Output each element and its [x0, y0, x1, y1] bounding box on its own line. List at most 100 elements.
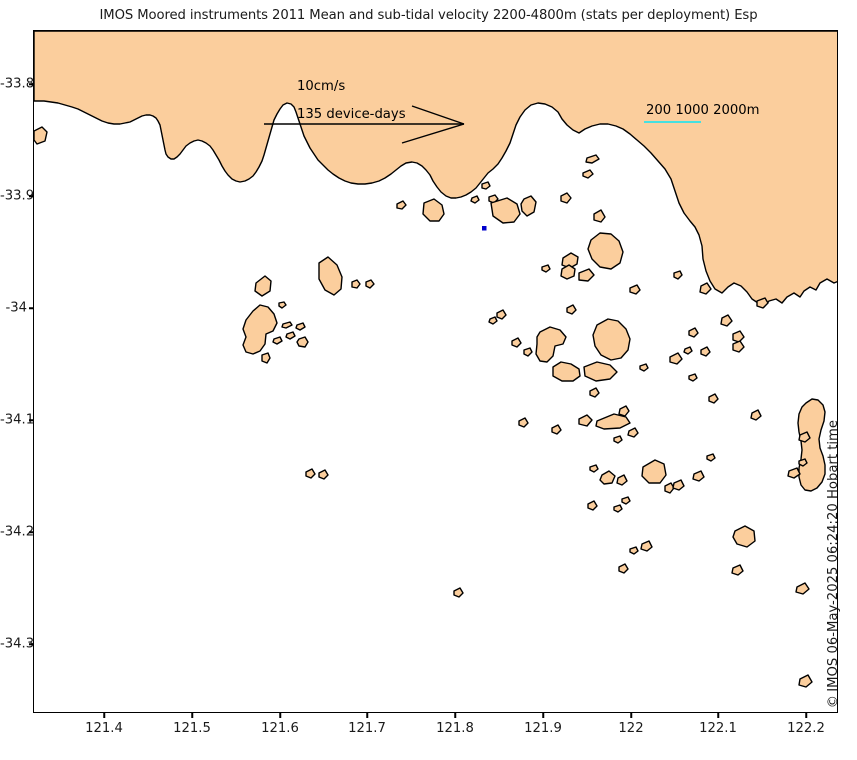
island: [481, 181, 491, 190]
depth-scale-label: 200 1000 2000m: [646, 103, 760, 118]
x-tick-mark: [717, 713, 719, 718]
island: [318, 256, 343, 296]
island: [285, 331, 296, 340]
island: [613, 504, 623, 513]
island: [629, 546, 639, 555]
island: [582, 169, 594, 179]
island: [422, 198, 445, 222]
copyright-symbol: ©: [826, 695, 841, 709]
x-tick-mark: [103, 713, 105, 718]
depth-200m-line: [644, 121, 701, 123]
island: [706, 453, 716, 462]
island: [535, 326, 567, 363]
island: [699, 282, 712, 295]
island: [578, 414, 593, 427]
island: [589, 464, 599, 473]
island: [295, 322, 306, 331]
island: [470, 195, 480, 204]
island: [795, 582, 810, 595]
timestamp-credit: IMOS 06-May-2025 06:24:20 Hobart time: [826, 420, 841, 692]
coastline-map: [34, 31, 837, 688]
y-tick-label: -34.1: [0, 412, 35, 428]
x-tick-label: 122: [618, 721, 644, 736]
island: [683, 346, 693, 355]
island: [750, 409, 762, 421]
island: [787, 467, 801, 479]
x-tick-mark: [279, 713, 281, 718]
island: [618, 405, 630, 417]
island: [732, 330, 745, 343]
island: [798, 674, 813, 688]
y-tick-label: -33.8: [0, 76, 35, 92]
island: [756, 297, 769, 309]
velocity-arrow-icon: [264, 105, 465, 144]
island: [692, 470, 705, 482]
island: [731, 564, 744, 576]
x-tick-label: 121.4: [85, 721, 123, 736]
island: [523, 347, 533, 357]
island: [518, 417, 529, 428]
y-tick-mark: [29, 419, 34, 421]
island: [589, 387, 600, 398]
island: [613, 435, 623, 444]
island: [578, 268, 595, 282]
island: [688, 373, 698, 382]
x-tick-mark: [454, 713, 456, 718]
island: [708, 393, 719, 404]
y-tick-label: -34: [5, 300, 27, 316]
island: [640, 540, 653, 552]
island: [566, 304, 577, 315]
island: [242, 304, 278, 355]
island: [669, 352, 683, 365]
island: [732, 340, 745, 353]
island: [396, 200, 407, 210]
island: [587, 500, 598, 511]
island: [593, 209, 606, 223]
velocity-scale-label: 10cm/s: [297, 79, 346, 94]
island: [552, 361, 581, 382]
island: [296, 336, 309, 348]
x-tick-label: 121.8: [436, 721, 474, 736]
device-days-label: 135 device-days: [297, 107, 406, 122]
island: [621, 496, 631, 505]
map-plot-area[interactable]: 10cm/s 135 device-days 200 1000 2000m: [33, 30, 838, 713]
island: [261, 352, 271, 364]
y-tick-mark: [29, 83, 34, 85]
island: [318, 469, 329, 480]
island: [272, 336, 283, 345]
y-tick-label: -33.9: [0, 188, 35, 204]
island: [587, 232, 624, 270]
depth-scale-legend: 200 1000 2000m: [642, 103, 772, 131]
island: [551, 424, 562, 435]
island: [490, 197, 521, 224]
island: [34, 126, 48, 145]
x-tick-label: 121.9: [524, 721, 562, 736]
island: [599, 470, 616, 485]
x-tick-label: 121.5: [173, 721, 211, 736]
island: [583, 361, 618, 382]
island: [351, 279, 361, 289]
island-right-tongue: [797, 398, 826, 492]
island: [688, 327, 699, 338]
island: [616, 474, 628, 486]
x-tick-label: 121.6: [261, 721, 299, 736]
island: [560, 192, 572, 204]
island: [305, 468, 316, 479]
island: [488, 316, 498, 325]
plot-frame: 10cm/s 135 device-days 200 1000 2000m: [33, 30, 838, 713]
mooring-marker-icon[interactable]: [482, 226, 487, 231]
island: [254, 275, 272, 297]
island: [281, 321, 293, 329]
x-tick-label: 122.2: [787, 721, 825, 736]
y-tick-mark: [29, 531, 34, 533]
island: [664, 482, 675, 494]
mainland-polygon: [34, 31, 837, 308]
island: [673, 270, 683, 280]
island: [511, 337, 522, 348]
y-tick-label: -34.3: [0, 636, 35, 652]
island: [798, 431, 811, 443]
island: [585, 154, 600, 164]
y-tick-label: -34.2: [0, 524, 35, 540]
